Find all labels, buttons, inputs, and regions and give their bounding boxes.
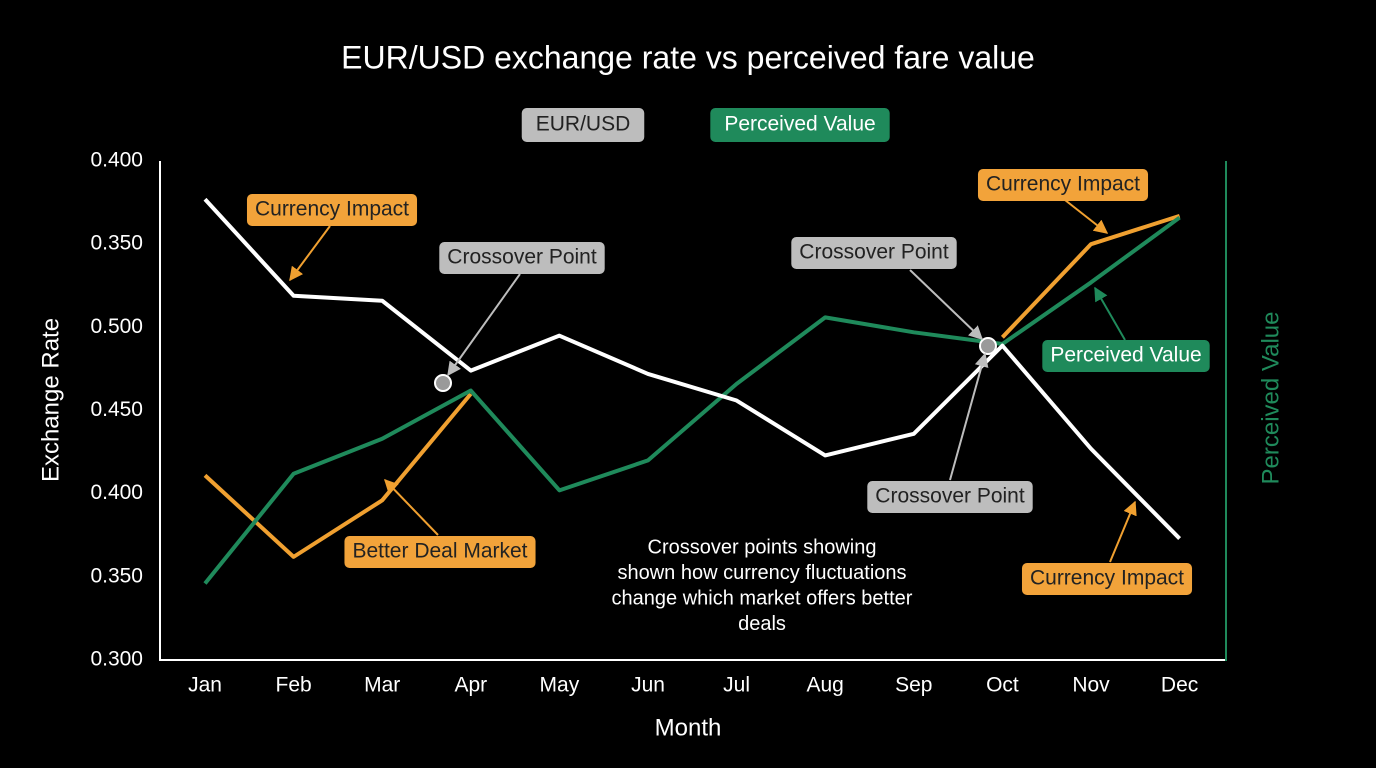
annotation: Perceived Value (1042, 340, 1210, 372)
x-axis-title: Month (655, 714, 722, 741)
annotation-text: Better Deal Market (352, 540, 527, 563)
annotation-arrow (289, 225, 331, 282)
x-tick-label: Dec (1161, 674, 1198, 697)
chart-title: EUR/USD exchange rate vs perceived fare … (341, 39, 1035, 75)
x-tick-label: Apr (454, 674, 487, 697)
y-tick-label: 0.500 (90, 315, 143, 338)
x-tick-label: May (540, 674, 580, 697)
annotation-text: Currency Impact (986, 173, 1140, 196)
annotation-box (867, 481, 1033, 513)
series-line (203, 392, 473, 559)
annotation-box (791, 237, 957, 269)
legend-box (521, 108, 645, 142)
x-tick-label: Nov (1072, 674, 1110, 697)
y-tick-label: 0.350 (90, 232, 143, 255)
legend-item: EUR/USD (521, 108, 645, 142)
x-tick-label: Mar (364, 674, 400, 697)
series-line (1000, 213, 1181, 339)
annotation-arrow (1094, 286, 1126, 341)
series-line (203, 215, 1181, 585)
x-tick-label: Jul (723, 674, 750, 697)
y-tick-label: 0.300 (90, 648, 143, 671)
annotation-box (977, 169, 1149, 201)
series-line (203, 197, 1182, 540)
annotation-text: Crossover Point (447, 246, 597, 269)
annotation: Currency Impact (977, 169, 1149, 201)
y-axis-title: Exchange Rate (37, 318, 64, 482)
annotation-box (1021, 563, 1193, 595)
annotation-box (439, 242, 605, 274)
annotation: Crossover Point (439, 242, 605, 274)
note-text: deals (738, 613, 786, 635)
annotation: Crossover Point (791, 237, 957, 269)
annotation-arrow (1064, 199, 1109, 234)
annotation: Better Deal Market (344, 536, 536, 568)
annotation-text: Crossover Point (799, 241, 949, 264)
x-tick-label: Feb (276, 674, 312, 697)
y2-axis-title: Perceived Value (1257, 312, 1284, 485)
x-tick-label: Aug (807, 674, 844, 697)
annotation-arrow (384, 478, 439, 536)
annotation-arrow (447, 273, 521, 377)
annotation-text: Crossover Point (875, 485, 1025, 508)
annotation-arrow (909, 269, 984, 340)
annotation-text: Currency Impact (1030, 567, 1184, 590)
y-tick-label: 0.400 (90, 481, 143, 504)
legend-label: EUR/USD (536, 113, 631, 136)
y-tick-label: 0.400 (90, 149, 143, 172)
y-tick-label: 0.450 (90, 398, 143, 421)
annotation: Currency Impact (1021, 563, 1193, 595)
note-text: Crossover points showing (648, 536, 877, 558)
annotation-box (246, 194, 418, 226)
annotation-text: Currency Impact (255, 198, 409, 221)
crossover-marker (434, 374, 452, 392)
note-text: shown how currency fluctuations (617, 562, 906, 584)
legend-box (710, 108, 890, 142)
annotation: Crossover Point (867, 481, 1033, 513)
y-tick-label: 0.350 (90, 564, 143, 587)
annotation: Currency Impact (246, 194, 418, 226)
annotation-box (1042, 340, 1210, 372)
annotation-text: Perceived Value (1050, 344, 1201, 367)
annotation-arrow (949, 352, 989, 481)
legend-label: Perceived Value (724, 113, 875, 136)
x-tick-label: Jan (188, 674, 222, 697)
x-tick-label: Jun (631, 674, 665, 697)
annotation-box (344, 536, 536, 568)
note-text: change which market offers better (612, 587, 913, 609)
annotation-arrow (1109, 500, 1137, 563)
crossover-marker (979, 337, 997, 355)
legend-item: Perceived Value (710, 108, 890, 142)
x-tick-label: Sep (895, 674, 932, 697)
x-tick-label: Oct (986, 674, 1019, 697)
